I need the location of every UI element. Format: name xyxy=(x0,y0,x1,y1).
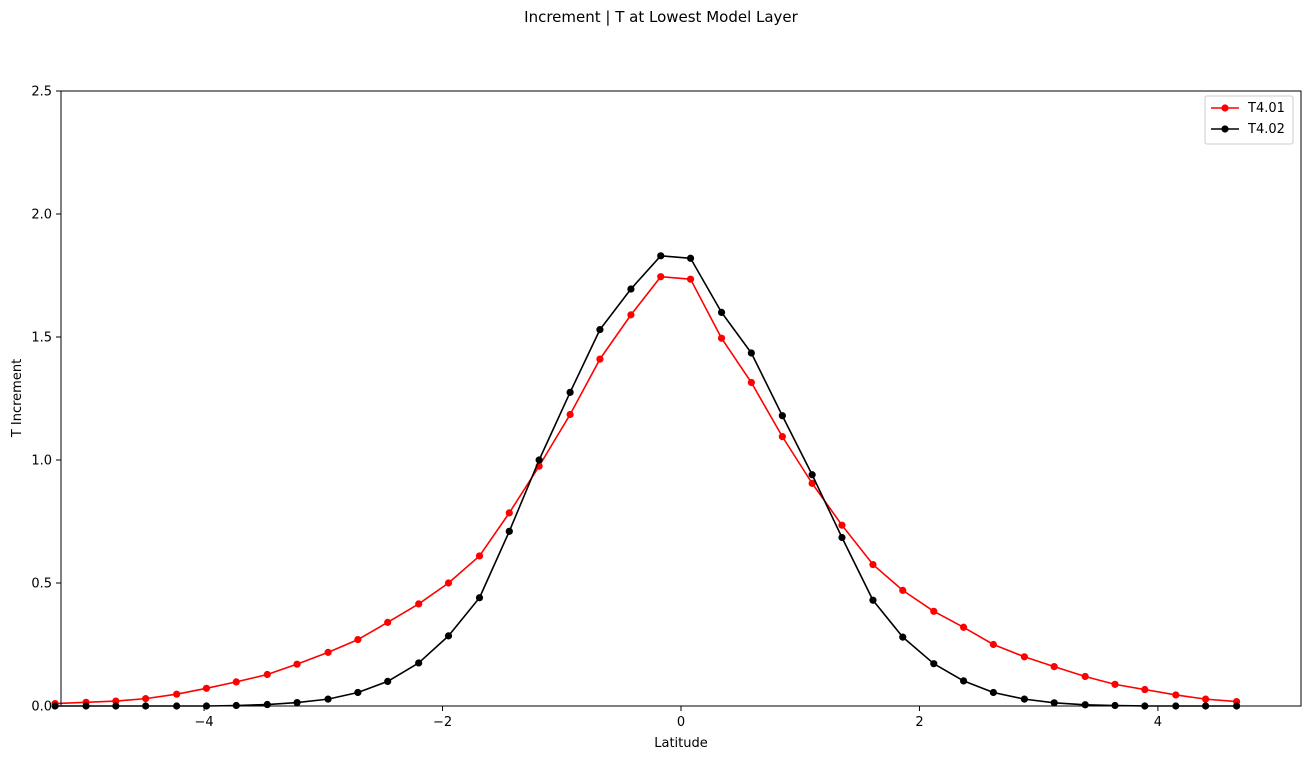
data-point-t4-01 xyxy=(293,660,301,668)
data-point-t4-02 xyxy=(657,252,665,260)
data-point-t4-01 xyxy=(415,600,423,608)
data-point-t4-01 xyxy=(899,586,907,594)
data-point-t4-02 xyxy=(959,677,968,685)
legend-label-t4-02: T4.02 xyxy=(1247,122,1285,137)
y-tick-label: 0.5 xyxy=(31,577,52,592)
data-point-t4-02 xyxy=(899,633,907,641)
x-tick-label: −2 xyxy=(433,715,452,730)
data-point-t4-02 xyxy=(324,695,332,703)
legend-marker-t4-01 xyxy=(1221,104,1229,112)
data-point-t4-02 xyxy=(505,527,513,535)
data-point-t4-01 xyxy=(444,579,453,587)
data-point-t4-02 xyxy=(444,632,453,640)
x-tick-label: 0 xyxy=(677,715,685,730)
data-point-t4-01 xyxy=(717,334,726,342)
y-tick-label: 0.0 xyxy=(31,700,52,715)
series-line-t4-01 xyxy=(55,275,1237,705)
data-point-t4-02 xyxy=(808,471,816,479)
data-point-t4-01 xyxy=(1141,685,1149,694)
data-point-t4-02 xyxy=(686,254,695,262)
data-point-t4-01 xyxy=(1081,672,1089,681)
data-point-t4-01 xyxy=(1172,691,1180,699)
data-point-t4-01 xyxy=(808,479,816,487)
data-point-t4-01 xyxy=(384,618,392,626)
data-point-t4-02 xyxy=(930,660,938,668)
data-point-t4-01 xyxy=(354,635,362,644)
data-point-t4-02 xyxy=(354,688,362,697)
data-point-t4-02 xyxy=(1050,699,1058,707)
chart-title: Increment | T at Lowest Model Layer xyxy=(524,8,799,26)
data-point-t4-02 xyxy=(838,533,846,542)
data-point-t4-01 xyxy=(505,509,513,517)
data-point-t4-02 xyxy=(1081,701,1089,709)
data-point-t4-02 xyxy=(717,308,726,316)
data-point-t4-01 xyxy=(112,697,120,705)
data-point-t4-02 xyxy=(989,688,997,697)
y-tick-label: 1.5 xyxy=(31,331,52,346)
data-point-t4-02 xyxy=(263,700,271,709)
data-point-t4-01 xyxy=(869,560,877,569)
data-point-t4-01 xyxy=(202,684,211,692)
data-point-t4-02 xyxy=(51,702,59,710)
series-line-t4-02 xyxy=(55,255,1237,707)
y-axis-label: T Increment xyxy=(10,359,25,438)
data-point-t4-01 xyxy=(989,640,997,649)
data-point-t4-02 xyxy=(627,285,635,293)
legend-marker-t4-02 xyxy=(1221,125,1229,133)
data-point-t4-02 xyxy=(778,412,786,420)
data-point-t4-02 xyxy=(384,677,392,686)
data-point-t4-01 xyxy=(1202,695,1210,703)
data-point-t4-02 xyxy=(1020,695,1028,703)
data-point-t4-01 xyxy=(475,552,484,560)
data-point-t4-02 xyxy=(747,349,755,357)
data-point-t4-01 xyxy=(142,695,150,703)
data-point-t4-01 xyxy=(747,378,755,387)
data-point-t4-01 xyxy=(959,623,968,631)
data-point-t4-01 xyxy=(566,410,574,419)
plot-frame xyxy=(60,90,1302,707)
x-axis-ticks: −4 −2 0 2 4 xyxy=(194,706,1162,730)
data-point-t4-01 xyxy=(263,670,271,679)
data-point-t4-01 xyxy=(838,521,846,529)
data-point-t4-01 xyxy=(930,607,938,615)
y-tick-label: 2.0 xyxy=(31,208,52,223)
data-point-t4-01 xyxy=(686,275,695,283)
y-tick-label: 2.5 xyxy=(31,85,52,100)
y-axis-ticks: 0.0 0.5 1.0 1.5 2.0 2.5 xyxy=(31,85,61,715)
data-point-t4-01 xyxy=(657,273,665,281)
x-tick-label: −4 xyxy=(194,715,213,730)
data-point-t4-01 xyxy=(627,311,635,319)
x-tick-label: 2 xyxy=(915,715,923,730)
data-point-t4-02 xyxy=(869,596,877,604)
data-point-t4-01 xyxy=(1111,680,1119,688)
data-point-t4-01 xyxy=(173,690,181,698)
data-point-t4-02 xyxy=(535,456,543,464)
data-point-t4-01 xyxy=(1050,663,1058,671)
legend: T4.01 T4.02 xyxy=(1204,95,1294,145)
data-point-t4-01 xyxy=(232,678,240,686)
data-point-t4-01 xyxy=(324,648,332,656)
x-axis-label: Latitude xyxy=(654,736,708,751)
data-point-t4-02 xyxy=(596,326,604,334)
y-tick-label: 1.0 xyxy=(31,454,52,469)
data-point-t4-01 xyxy=(596,355,604,363)
legend-label-t4-01: T4.01 xyxy=(1247,101,1285,116)
plot-marks xyxy=(51,252,1241,710)
data-point-t4-01 xyxy=(778,433,786,441)
data-point-t4-02 xyxy=(566,388,574,396)
data-point-t4-02 xyxy=(415,659,423,667)
data-point-t4-02 xyxy=(475,594,484,602)
data-point-t4-02 xyxy=(293,698,301,707)
x-tick-label: 4 xyxy=(1154,715,1162,730)
data-point-t4-01 xyxy=(1020,653,1028,661)
